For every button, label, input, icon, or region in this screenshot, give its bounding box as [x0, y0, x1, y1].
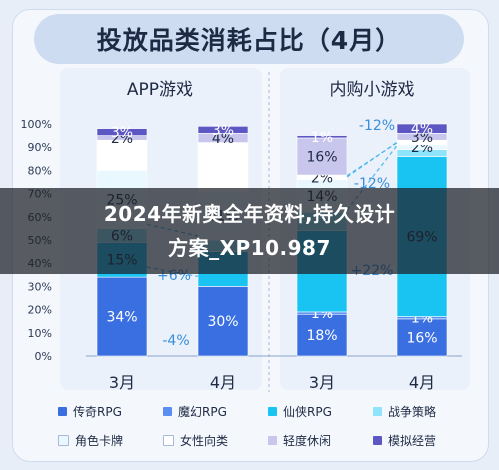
x-tick-label: 3月: [309, 373, 335, 392]
y-tick-label: 80%: [28, 164, 52, 177]
legend-item: 战争策略: [373, 402, 478, 422]
bar-segment: [96, 139, 148, 171]
bar-value-label: 16%: [306, 149, 337, 165]
chart-title: 投放品类消耗占比（4月）: [96, 26, 402, 55]
bar-value-label: 3%: [111, 125, 133, 141]
y-tick-label: 10%: [28, 327, 52, 340]
legend-item: 传奇RPG: [58, 402, 163, 422]
x-tick-label: 4月: [409, 373, 435, 392]
legend-label: 战争策略: [388, 405, 437, 420]
bar-segment: [197, 126, 249, 134]
watermark-overlay: 2024年新奥全年资料,持久设计 方案_XP10.987: [0, 188, 499, 274]
legend-label: 角色卡牌: [75, 433, 124, 448]
bar-value-label: 1%: [311, 130, 333, 146]
bar-value-label: 34%: [106, 310, 137, 326]
group-title: 内购小游戏: [330, 80, 415, 100]
y-tick-label: 30%: [28, 280, 52, 293]
y-tick-label: 20%: [28, 304, 52, 317]
x-tick-label: 4月: [210, 373, 236, 392]
y-tick-label: 90%: [28, 141, 52, 154]
legend-label: 传奇RPG: [73, 405, 122, 420]
bar-segment: [197, 142, 249, 192]
legend-swatch: [163, 407, 172, 417]
legend: 传奇RPG 魔幻RPG 仙侠RPG 战争策略角色卡牌 女性向类 轻度休闲 模拟经营: [58, 402, 478, 450]
x-tick-label: 3月: [109, 373, 135, 392]
legend-item: 女性向类: [163, 431, 268, 451]
bar-segment: [296, 313, 348, 357]
bar-segment: [396, 123, 448, 134]
legend-label: 模拟经营: [388, 433, 437, 448]
legend-swatch: [373, 435, 382, 445]
legend-swatch: [373, 407, 382, 417]
change-annotation: -4%: [162, 333, 189, 349]
overlay-text-line-2: 方案_XP10.987: [168, 236, 331, 260]
bar-value-label: 3%: [212, 123, 234, 139]
title-banner: 投放品类消耗占比（4月）: [34, 14, 464, 64]
legend-item: 角色卡牌: [58, 431, 163, 451]
legend-label: 轻度休闲: [283, 433, 332, 448]
bar-value-label: 18%: [306, 328, 337, 344]
overlay-text-line-1: 2024年新奥全年资料,持久设计: [103, 202, 396, 226]
legend-label: 魔幻RPG: [178, 405, 227, 420]
bar-value-label: 16%: [406, 330, 437, 346]
bar-segment: [96, 276, 148, 357]
legend-swatch: [163, 434, 174, 446]
y-tick-label: 0%: [35, 350, 52, 363]
y-tick-label: 100%: [21, 118, 52, 131]
bar-value-label: 4%: [411, 122, 433, 138]
bar-value-label: 4%: [212, 131, 234, 147]
bar-segment: [197, 286, 249, 357]
bar-value-label: 30%: [207, 314, 238, 330]
bar-segment: [96, 128, 148, 136]
change-connector: [346, 141, 398, 178]
bar-segment: [296, 135, 348, 139]
legend-item: 模拟经营: [373, 431, 478, 451]
legend-item: 魔幻RPG: [163, 402, 268, 422]
legend-item: 轻度休闲: [268, 431, 373, 451]
bar-value-label: 3%: [411, 130, 433, 146]
legend-label: 女性向类: [180, 433, 229, 448]
change-annotation: -12%: [359, 118, 395, 134]
legend-swatch: [58, 407, 67, 417]
legend-swatch: [268, 435, 277, 445]
legend-swatch: [58, 434, 69, 446]
legend-label: 仙侠RPG: [283, 405, 332, 420]
group-title: APP游戏: [127, 80, 193, 100]
legend-item: 仙侠RPG: [268, 402, 373, 422]
legend-swatch: [268, 407, 277, 417]
